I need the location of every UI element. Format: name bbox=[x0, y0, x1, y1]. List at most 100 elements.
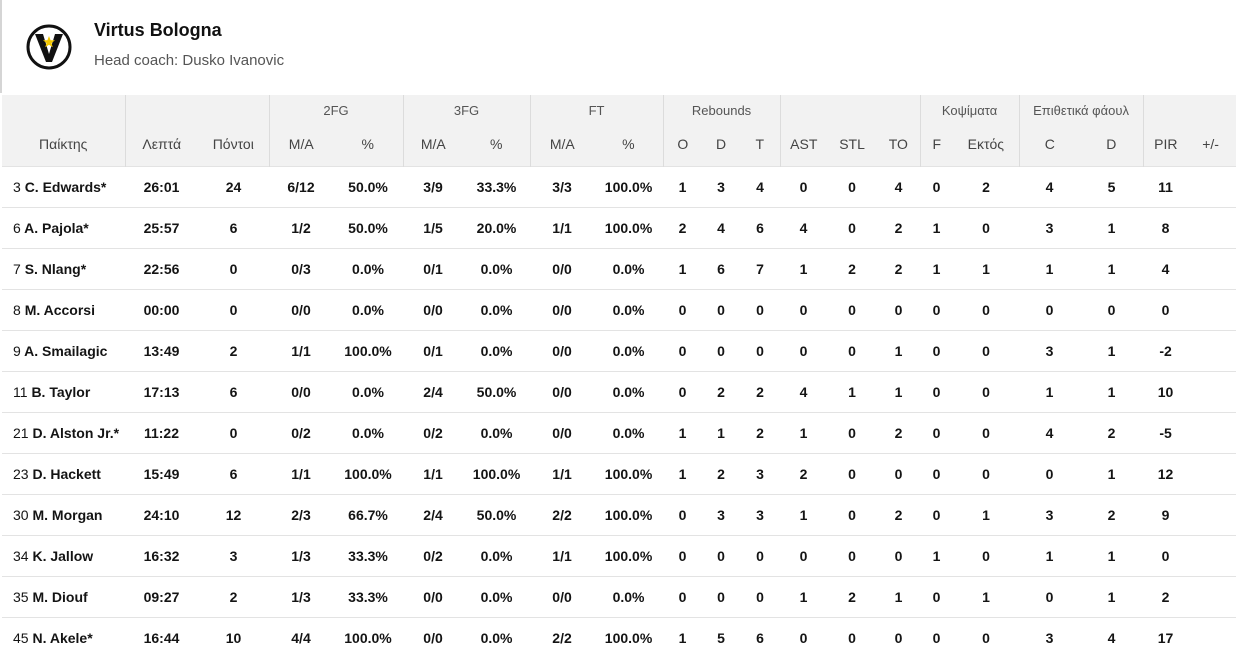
col-foul-c[interactable]: C bbox=[1019, 125, 1080, 167]
col-minutes[interactable]: Λεπτά bbox=[125, 125, 198, 167]
col-player[interactable]: Παίκτης bbox=[2, 125, 125, 167]
player-name[interactable]: N. Akele* bbox=[32, 630, 92, 646]
player-name[interactable]: K. Jallow bbox=[32, 548, 93, 564]
col-2fg-ma[interactable]: M/A bbox=[269, 125, 333, 167]
cell-ast: 1 bbox=[780, 495, 827, 536]
cell-2fg-ma: 6/12 bbox=[269, 167, 333, 208]
player-cell[interactable]: 35 M. Diouf bbox=[2, 577, 125, 618]
cell-ast: 0 bbox=[780, 331, 827, 372]
player-name[interactable]: A. Smailagic bbox=[24, 343, 107, 359]
cell-to: 2 bbox=[877, 208, 920, 249]
cell-foul-c: 3 bbox=[1019, 618, 1080, 658]
cell-foul-d: 2 bbox=[1080, 413, 1143, 454]
col-2fg-pct[interactable]: % bbox=[333, 125, 403, 167]
col-ft-pct[interactable]: % bbox=[594, 125, 663, 167]
cell-minutes: 16:44 bbox=[125, 618, 198, 658]
cell-blk-ag: 0 bbox=[953, 454, 1019, 495]
col-stl[interactable]: STL bbox=[827, 125, 877, 167]
col-reb-o[interactable]: O bbox=[663, 125, 702, 167]
cell-blk-f: 1 bbox=[920, 208, 953, 249]
player-name[interactable]: M. Accorsi bbox=[25, 302, 95, 318]
cell-points: 6 bbox=[198, 454, 269, 495]
player-cell[interactable]: 8 M. Accorsi bbox=[2, 290, 125, 331]
col-blk-f[interactable]: F bbox=[920, 125, 953, 167]
cell-ast: 1 bbox=[780, 249, 827, 290]
col-to[interactable]: TO bbox=[877, 125, 920, 167]
player-cell[interactable]: 45 N. Akele* bbox=[2, 618, 125, 658]
col-foul-d[interactable]: D bbox=[1080, 125, 1143, 167]
player-cell[interactable]: 9 A. Smailagic bbox=[2, 331, 125, 372]
player-name[interactable]: D. Hackett bbox=[32, 466, 100, 482]
cell-foul-d: 1 bbox=[1080, 208, 1143, 249]
player-name[interactable]: A. Pajola* bbox=[24, 220, 89, 236]
cell-2fg-ma: 1/3 bbox=[269, 577, 333, 618]
col-ft-ma[interactable]: M/A bbox=[530, 125, 594, 167]
cell-minutes: 17:13 bbox=[125, 372, 198, 413]
cell-ft-ma: 2/2 bbox=[530, 495, 594, 536]
cell-reb-d: 0 bbox=[702, 290, 740, 331]
cell-reb-d: 0 bbox=[702, 577, 740, 618]
cell-foul-d: 2 bbox=[1080, 495, 1143, 536]
cell-blk-ag: 2 bbox=[953, 167, 1019, 208]
col-ast[interactable]: AST bbox=[780, 125, 827, 167]
cell-points: 24 bbox=[198, 167, 269, 208]
col-reb-d[interactable]: D bbox=[702, 125, 740, 167]
cell-blk-f: 0 bbox=[920, 495, 953, 536]
player-name[interactable]: M. Diouf bbox=[32, 589, 87, 605]
player-cell[interactable]: 34 K. Jallow bbox=[2, 536, 125, 577]
col-3fg-ma[interactable]: M/A bbox=[403, 125, 463, 167]
cell-foul-d: 1 bbox=[1080, 372, 1143, 413]
player-cell[interactable]: 21 D. Alston Jr.* bbox=[2, 413, 125, 454]
cell-2fg-pct: 66.7% bbox=[333, 495, 403, 536]
cell-points: 10 bbox=[198, 618, 269, 658]
player-cell[interactable]: 7 S. Nlang* bbox=[2, 249, 125, 290]
col-reb-t[interactable]: T bbox=[740, 125, 780, 167]
cell-ft-ma: 0/0 bbox=[530, 290, 594, 331]
cell-plus-minus bbox=[1188, 331, 1233, 372]
cell-blk-f: 1 bbox=[920, 536, 953, 577]
cell-foul-d: 1 bbox=[1080, 577, 1143, 618]
cell-pir: 4 bbox=[1143, 249, 1188, 290]
cell-to: 1 bbox=[877, 372, 920, 413]
cell-to: 0 bbox=[877, 290, 920, 331]
player-name[interactable]: B. Taylor bbox=[31, 384, 90, 400]
cell-minutes: 22:56 bbox=[125, 249, 198, 290]
col-plus-minus[interactable]: +/- bbox=[1188, 125, 1233, 167]
group-fouls: Επιθετικά φάουλ bbox=[1019, 95, 1143, 125]
cell-foul-c: 3 bbox=[1019, 495, 1080, 536]
player-cell[interactable]: 23 D. Hackett bbox=[2, 454, 125, 495]
cell-reb-t: 2 bbox=[740, 413, 780, 454]
cell-reb-t: 7 bbox=[740, 249, 780, 290]
player-number: 11 bbox=[13, 384, 28, 400]
cell-reb-o: 0 bbox=[663, 495, 702, 536]
player-cell[interactable]: 30 M. Morgan bbox=[2, 495, 125, 536]
cell-foul-d: 1 bbox=[1080, 536, 1143, 577]
col-points[interactable]: Πόντοι bbox=[198, 125, 269, 167]
cell-pir: 11 bbox=[1143, 167, 1188, 208]
team-logo-icon bbox=[26, 24, 72, 70]
cell-plus-minus bbox=[1188, 618, 1233, 658]
cell-3fg-ma: 0/0 bbox=[403, 618, 463, 658]
player-cell[interactable]: 6 A. Pajola* bbox=[2, 208, 125, 249]
player-name[interactable]: S. Nlang* bbox=[25, 261, 86, 277]
cell-ft-pct: 100.0% bbox=[594, 167, 663, 208]
cell-reb-t: 0 bbox=[740, 331, 780, 372]
player-cell[interactable]: 3 C. Edwards* bbox=[2, 167, 125, 208]
player-name[interactable]: D. Alston Jr.* bbox=[32, 425, 119, 441]
col-blk-ag[interactable]: Εκτός bbox=[953, 125, 1019, 167]
col-pir[interactable]: PIR bbox=[1143, 125, 1188, 167]
player-name[interactable]: M. Morgan bbox=[32, 507, 102, 523]
cell-reb-t: 4 bbox=[740, 167, 780, 208]
cell-ft-ma: 1/1 bbox=[530, 208, 594, 249]
cell-ft-pct: 100.0% bbox=[594, 618, 663, 658]
cell-ft-pct: 0.0% bbox=[594, 249, 663, 290]
cell-minutes: 13:49 bbox=[125, 331, 198, 372]
player-cell[interactable]: 11 B. Taylor bbox=[2, 372, 125, 413]
col-3fg-pct[interactable]: % bbox=[463, 125, 530, 167]
cell-2fg-pct: 100.0% bbox=[333, 331, 403, 372]
cell-blk-f: 0 bbox=[920, 618, 953, 658]
cell-points: 6 bbox=[198, 208, 269, 249]
player-name[interactable]: C. Edwards* bbox=[25, 179, 107, 195]
